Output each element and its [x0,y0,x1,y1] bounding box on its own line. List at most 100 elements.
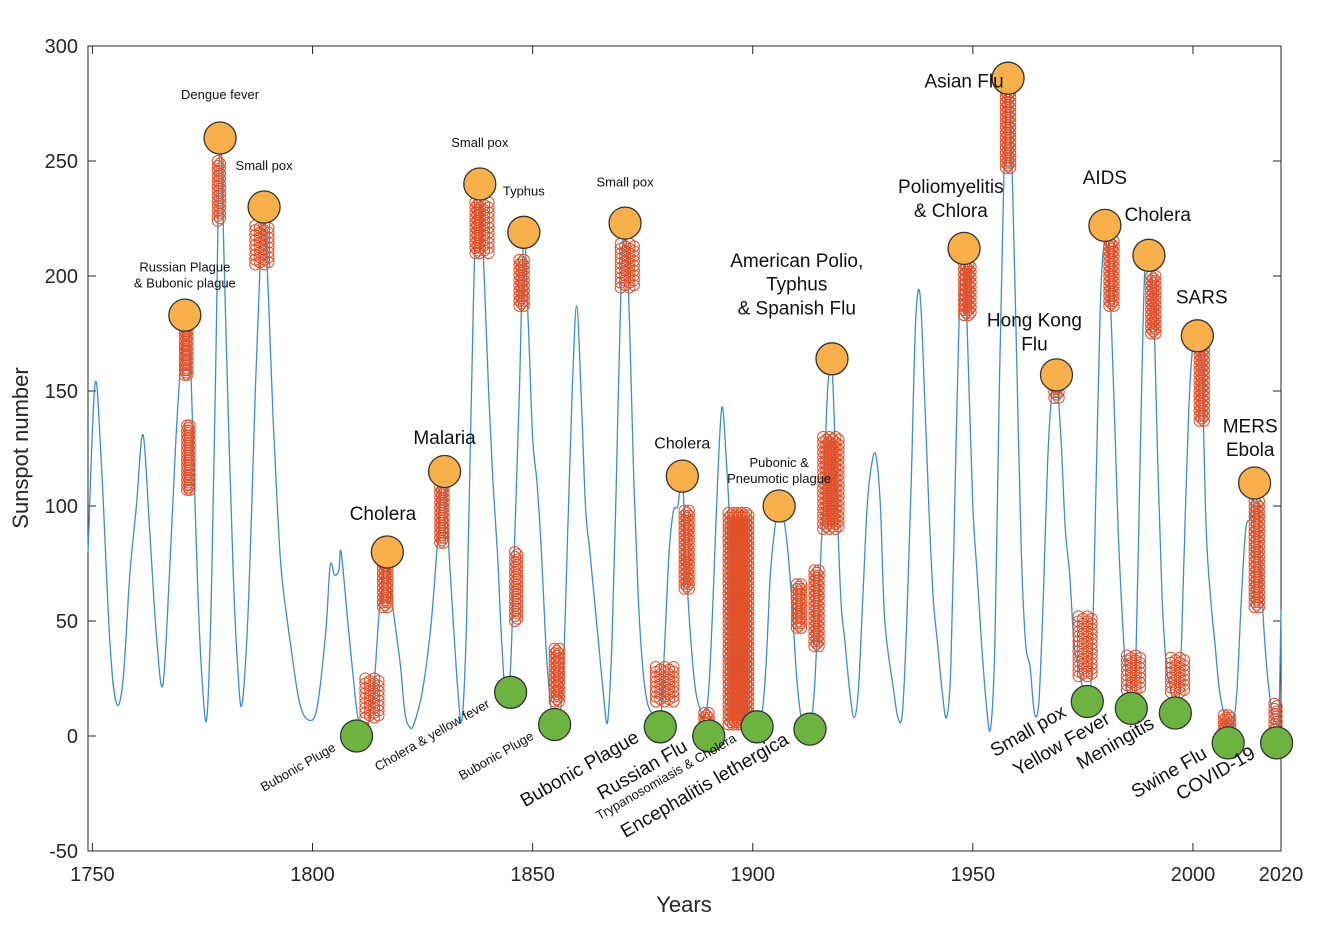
outbreak-circle [678,577,691,590]
peak-marker [608,206,642,240]
outbreak-circle [790,602,803,615]
outbreak-circle [180,361,193,374]
peak-label-line: Small pox [451,135,509,150]
outbreak-circle [678,558,691,571]
x-axis-label: Years [656,892,711,917]
outbreak-circle [742,670,755,683]
outbreak-circle [1270,700,1283,713]
outbreak-circle [742,549,755,562]
outbreak-circle [742,655,755,668]
trough-marker [643,710,677,744]
outbreak-circle [482,211,495,224]
outbreak-circle [1147,315,1160,328]
outbreak-circle [511,578,524,591]
outbreak-circle [832,464,845,477]
outbreak-circle [183,464,196,477]
outbreak-circle [181,359,194,372]
outbreak-circle [1149,303,1162,316]
outbreak-circle [509,565,522,578]
outbreak-circle [1197,379,1210,392]
peak-label: American Polio, Typhus & Spanish Flu [730,251,863,320]
outbreak-circle [1107,294,1120,307]
outbreak-circle [509,605,522,618]
outbreak-circle [740,637,753,650]
outbreak-circle [435,514,448,527]
outbreak-circle [740,617,753,630]
outbreak-circle [627,245,640,258]
outbreak-circle [517,264,530,277]
outbreak-circle [1252,505,1265,518]
outbreak-circle [742,539,755,552]
outbreak-circle [515,281,528,294]
outbreak-circle [1004,131,1017,144]
peak-marker [1237,466,1272,500]
outbreak-circle [511,573,524,586]
outbreak-circle [1195,387,1208,400]
sunspot-line [87,77,1282,738]
outbreak-circle [964,301,977,314]
outbreak-circle [1105,257,1118,270]
outbreak-circle [182,461,195,474]
outbreak-circle [511,583,524,595]
outbreak-circle [211,169,224,182]
outbreak-circle [962,268,975,281]
outbreak-circle [740,622,753,635]
peak-label-line: AIDS [1083,168,1127,189]
outbreak-circle [742,625,755,638]
outbreak-circle [553,695,566,708]
outbreak-circle [740,688,753,701]
outbreak-circle [1145,327,1158,340]
outbreak-circle [1004,121,1017,134]
peak-label: Small pox [451,135,509,150]
series-layer [87,77,1282,738]
outbreak-circle [1105,262,1118,275]
outbreak-circle [183,469,196,482]
outbreak-circle [1107,299,1120,312]
outbreak-circle [511,563,524,576]
outbreak-circle [376,586,389,599]
outbreak-circle [790,612,803,625]
outbreak-circle [678,514,691,527]
outbreak-circle [180,352,193,365]
outbreak-circle [1147,306,1160,319]
outbreak-circle [1252,570,1265,583]
outbreak-circle [1149,327,1162,340]
outbreak-circle [1105,282,1118,295]
peak-label-line: Pneumotic plague [727,471,831,486]
outbreak-circle [1252,591,1265,604]
outbreak-circle [1250,578,1263,591]
outbreak-circle [627,269,640,282]
outbreak-circle [680,560,693,573]
outbreak-circle [740,516,753,529]
outbreak-circle [182,456,195,469]
outbreak-circle [183,454,196,467]
outbreak-circle [437,506,450,519]
outbreak-circle [740,632,753,645]
outbreak-circle [517,274,530,287]
outbreak-circle [509,615,522,627]
outbreak-circle [437,511,450,524]
outbreak-circle [740,668,753,681]
peak-label: Pubonic & Pneumotic plague [727,455,831,486]
outbreak-circle [1268,702,1281,715]
outbreak-circle [376,596,389,609]
outbreak-circle [795,607,808,620]
outbreak-circle [812,635,825,648]
outbreak-circle [682,573,695,586]
outbreak-circle [550,683,563,696]
outbreak-circle [482,216,495,229]
outbreak-circle [627,274,640,287]
outbreak-circle [214,177,227,190]
outbreak-circle [553,642,566,655]
outbreak-circle [667,690,680,703]
outbreak-circle [1107,285,1120,298]
outbreak-circle [795,621,808,634]
outbreak-circle [680,541,693,554]
peak-marker [665,459,699,493]
outbreak-circle [1252,540,1265,553]
outbreak-circle [1147,320,1160,333]
outbreak-circle [183,459,196,472]
outbreak-circle [1085,642,1098,655]
outbreak-circle [1197,374,1210,387]
outbreak-circle [740,527,753,540]
